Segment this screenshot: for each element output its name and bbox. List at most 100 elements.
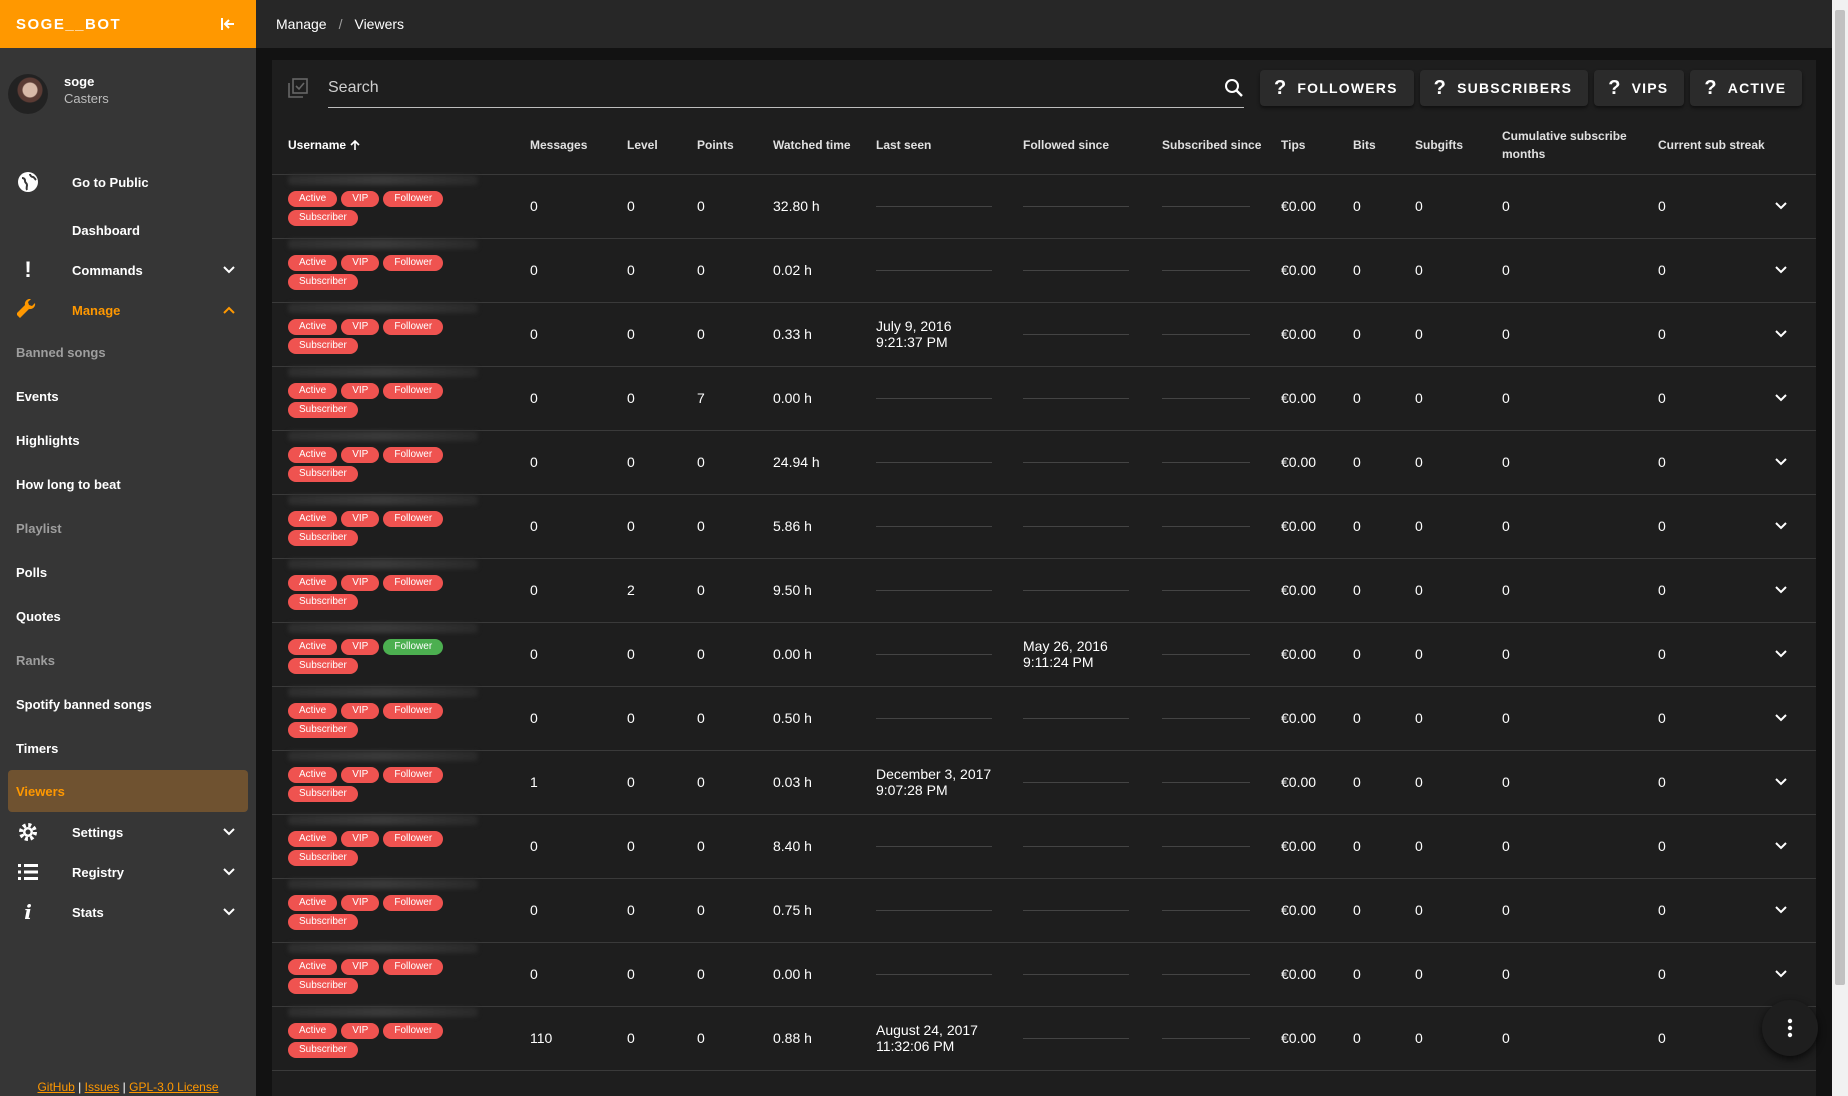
chevron-down-icon[interactable] (1772, 452, 1790, 470)
search-input[interactable] (328, 78, 1188, 97)
sidebar-item-timers[interactable]: Timers (16, 740, 59, 756)
table-row[interactable]: Active VIP Follower Subscriber 0 0 0 24.94 h €0.… (272, 430, 1816, 495)
followed-since-cell (1007, 814, 1146, 879)
sidebar-item-viewers[interactable]: Viewers (8, 770, 248, 812)
chevron-down-icon[interactable] (1772, 708, 1790, 726)
sidebar-item-how-long-to-beat[interactable]: How long to beat (16, 476, 121, 492)
expand-cell[interactable] (1766, 174, 1816, 239)
table-row[interactable]: Active VIP Follower Subscriber 0 0 0 8.40 h €0.0… (272, 814, 1816, 879)
table-row[interactable]: Active VIP Follower Subscriber 0 0 0 5.86 h €0.0… (272, 494, 1816, 559)
filter-vips-button[interactable]: ? VIPS (1594, 70, 1685, 106)
col-cumulative[interactable]: Cumulative subscribe months (1486, 116, 1642, 175)
table-row[interactable]: Active VIP Follower Subscriber 0 0 0 0.00 h May … (272, 622, 1816, 687)
sidebar-item-events[interactable]: Events (16, 388, 59, 404)
search-field[interactable] (328, 68, 1244, 108)
info-icon: i (24, 900, 32, 924)
level-cell: 0 (611, 366, 681, 431)
col-watched[interactable]: Watched time (757, 116, 860, 175)
issues-link[interactable]: Issues (84, 1080, 120, 1094)
filter-followers-button[interactable]: ? FOLLOWERS (1260, 70, 1414, 106)
col-subscribed-since[interactable]: Subscribed since (1146, 116, 1265, 175)
table-row[interactable]: Active VIP Follower Subscriber 0 0 0 0.33 h July… (272, 302, 1816, 367)
bits-cell: 0 (1337, 558, 1399, 623)
col-bits[interactable]: Bits (1337, 116, 1399, 175)
expand-cell[interactable] (1766, 238, 1816, 303)
table-row[interactable]: Active VIP Follower Subscriber 0 0 0 0.02 h €0.0… (272, 238, 1816, 303)
search-icon[interactable] (1224, 78, 1244, 98)
collapse-sidebar-icon[interactable] (220, 16, 236, 32)
expand-cell[interactable] (1766, 366, 1816, 431)
chevron-down-icon[interactable] (1772, 644, 1790, 662)
expand-cell[interactable] (1766, 878, 1816, 943)
sidebar-item-polls[interactable]: Polls (16, 564, 48, 580)
sidebar-item-banned-songs[interactable]: Banned songs (16, 344, 106, 360)
github-link[interactable]: GitHub (37, 1080, 75, 1094)
nav-registry[interactable]: Registry (0, 852, 256, 892)
table-row[interactable]: Active VIP Follower Subscriber 0 0 0 0.50 h €0.0… (272, 686, 1816, 751)
chevron-up-icon (223, 306, 235, 314)
nav-manage[interactable]: Manage (0, 290, 256, 330)
table-row[interactable]: Active VIP Follower Subscriber 0 0 0 0.75 h €0.0… (272, 878, 1816, 943)
expand-cell[interactable] (1766, 558, 1816, 623)
chevron-down-icon[interactable] (1772, 324, 1790, 342)
expand-cell[interactable] (1766, 814, 1816, 879)
chip-vip: VIP (341, 1022, 380, 1039)
col-username[interactable]: Username (272, 116, 514, 175)
sidebar-item-ranks[interactable]: Ranks (16, 652, 56, 668)
user-profile[interactable]: soge Casters (0, 48, 256, 162)
nav-stats[interactable]: i Stats (0, 892, 256, 932)
sidebar-item-playlist[interactable]: Playlist (16, 520, 62, 536)
chevron-down-icon[interactable] (1772, 196, 1790, 214)
page-scrollbar[interactable] (1832, 0, 1848, 1096)
col-messages[interactable]: Messages (514, 116, 611, 175)
col-followed-since[interactable]: Followed since (1007, 116, 1146, 175)
table-row[interactable]: Active VIP Follower Subscriber 0 2 0 9.50 h €0.0… (272, 558, 1816, 623)
filter-active-button[interactable]: ? ACTIVE (1690, 70, 1803, 106)
nav-go-to-public[interactable]: Go to Public (0, 162, 256, 202)
chevron-down-icon[interactable] (1772, 388, 1790, 406)
last-seen-cell (860, 942, 1007, 1007)
nav-settings[interactable]: Settings (0, 812, 256, 852)
chevron-down-icon[interactable] (1772, 580, 1790, 598)
scrollbar-thumb[interactable] (1835, 10, 1845, 985)
chevron-down-icon[interactable] (1772, 772, 1790, 790)
breadcrumb-manage[interactable]: Manage (276, 16, 327, 32)
col-last-seen[interactable]: Last seen (860, 116, 1007, 175)
select-all-checkbox-icon[interactable] (288, 78, 308, 98)
table-row[interactable]: Active VIP Follower Subscriber 0 0 0 0.00 h €0.0… (272, 942, 1816, 1007)
chevron-down-icon[interactable] (1772, 900, 1790, 918)
chevron-down-icon[interactable] (1772, 260, 1790, 278)
chip-vip: VIP (341, 382, 380, 399)
sidebar-item-highlights[interactable]: Highlights (16, 432, 80, 448)
expand-cell[interactable] (1766, 494, 1816, 559)
status-chips: Active VIP Follower Subscriber (288, 318, 458, 354)
col-points[interactable]: Points (681, 116, 757, 175)
sidebar-item-quotes[interactable]: Quotes (16, 608, 61, 624)
table-row[interactable]: Active VIP Follower Subscriber 0 0 0 32.80 h €0.… (272, 174, 1816, 239)
chevron-down-icon[interactable] (1772, 516, 1790, 534)
table-row[interactable]: Active VIP Follower Subscriber 110 0 0 0.88 h Au… (272, 1006, 1816, 1071)
col-tips[interactable]: Tips (1265, 116, 1337, 175)
expand-cell[interactable] (1766, 430, 1816, 495)
chevron-down-icon[interactable] (1772, 964, 1790, 982)
chip-active: Active (288, 254, 338, 271)
chevron-down-icon[interactable] (1772, 836, 1790, 854)
table-row[interactable]: Active VIP Follower Subscriber 0 0 7 0.00 h €0.0… (272, 366, 1816, 431)
sidebar-item-spotify-banned-songs[interactable]: Spotify banned songs (16, 696, 152, 712)
more-actions-button[interactable] (1762, 1000, 1818, 1056)
level-cell: 0 (611, 622, 681, 687)
nav-dashboard[interactable]: Dashboard (0, 210, 256, 250)
col-level[interactable]: Level (611, 116, 681, 175)
license-link[interactable]: GPL-3.0 License (129, 1080, 219, 1094)
nav-commands[interactable]: ! Commands (0, 250, 256, 290)
col-streak[interactable]: Current sub streak (1642, 116, 1766, 175)
col-subgifts[interactable]: Subgifts (1399, 116, 1486, 175)
expand-cell[interactable] (1766, 686, 1816, 751)
expand-cell[interactable] (1766, 302, 1816, 367)
filter-subscribers-button[interactable]: ? SUBSCRIBERS (1419, 70, 1589, 106)
expand-cell[interactable] (1766, 622, 1816, 687)
expand-cell[interactable] (1766, 750, 1816, 815)
messages-cell: 0 (514, 814, 611, 879)
expand-cell[interactable] (1766, 942, 1816, 1007)
table-row[interactable]: Active VIP Follower Subscriber 1 0 0 0.03 h Dece… (272, 750, 1816, 815)
